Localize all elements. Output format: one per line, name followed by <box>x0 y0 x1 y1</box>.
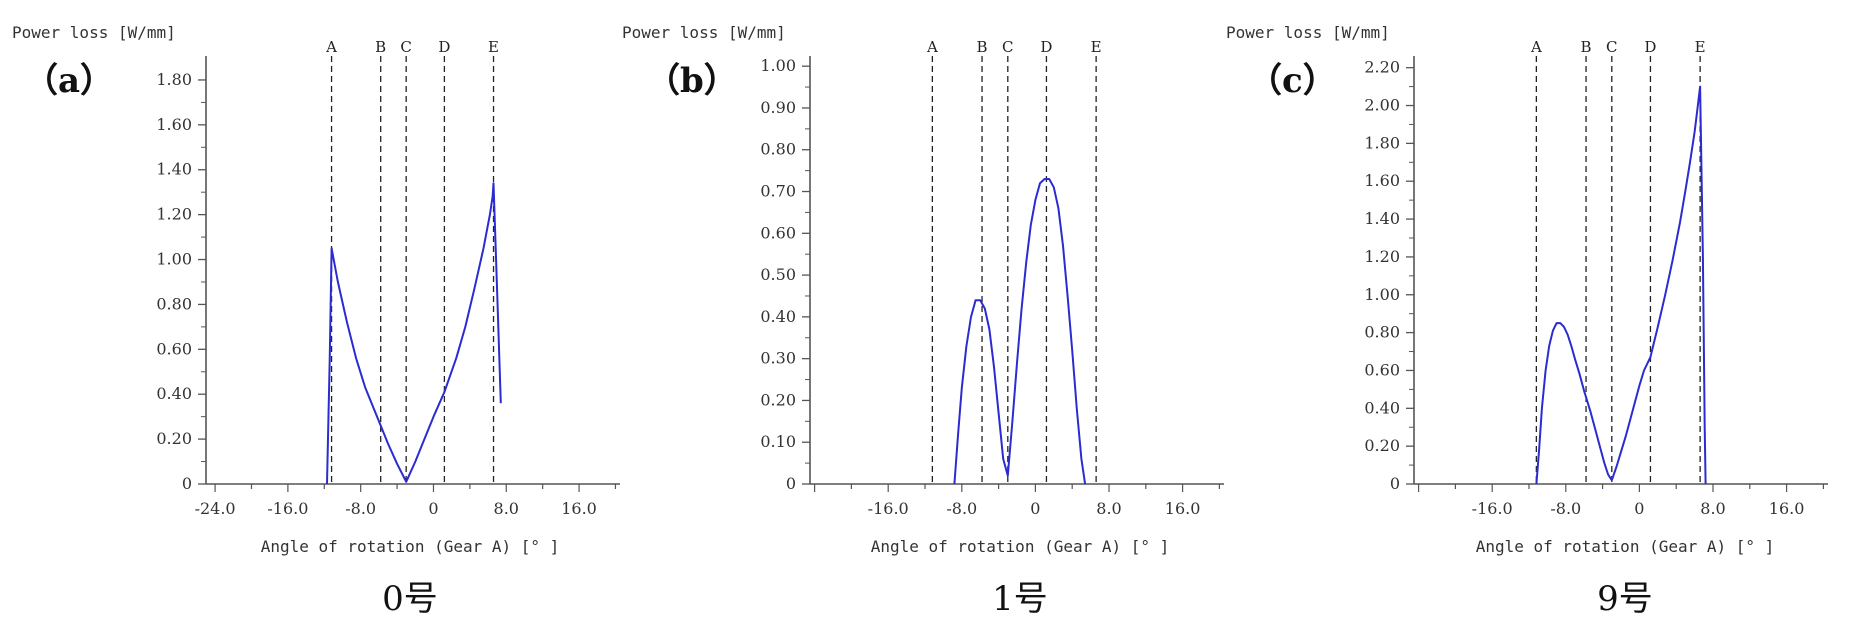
x-tick-label: 16.0 <box>1769 499 1805 518</box>
y-tick-label: 0.40 <box>760 307 796 326</box>
y-tick-label: 2.20 <box>1364 58 1400 77</box>
panel-label: （a） <box>24 61 114 101</box>
plot-area: 0 0.20 0.40 0.60 0.80 1.00 1.20 1.40 1.60 1.80 -24… <box>156 38 620 518</box>
y-tick-label: 1.60 <box>1364 171 1400 190</box>
y-tick-label: 1.60 <box>156 115 192 134</box>
y-tick-label: 1.00 <box>760 56 796 75</box>
chart-panel-a: Power loss [W/mm] （a） Angle of rotation … <box>12 23 620 619</box>
x-tick-label: -8.0 <box>946 499 977 518</box>
x-tick-label: -8.0 <box>345 499 376 518</box>
y-tick-label: 0.30 <box>760 349 796 368</box>
chart-panel-c: Power loss [W/mm] （c） Angle of rotation … <box>1226 23 1828 619</box>
panel-caption: 1号 <box>992 579 1048 619</box>
y-tick-label: 0.40 <box>1364 398 1400 417</box>
reference-line-label: A <box>926 38 938 56</box>
reference-line-label: B <box>977 38 988 56</box>
reference-line-label: E <box>1695 38 1706 56</box>
y-tick-label: 0 <box>1390 474 1400 493</box>
x-tick-label: -16.0 <box>868 499 909 518</box>
reference-line-label: C <box>1606 38 1617 56</box>
x-axis-title: Angle of rotation (Gear A) [° ] <box>871 537 1170 556</box>
y-tick-label: 0.80 <box>760 140 796 159</box>
x-tick-label: -24.0 <box>195 499 236 518</box>
y-tick-label: 0.10 <box>760 432 796 451</box>
x-tick-label: -16.0 <box>267 499 308 518</box>
reference-line-label: C <box>1002 38 1013 56</box>
y-tick-label: 0.40 <box>156 384 192 403</box>
y-axis-title: Power loss [W/mm] <box>1226 23 1390 42</box>
series-line <box>326 182 502 485</box>
x-tick-label: 8.0 <box>1700 499 1725 518</box>
x-tick-label: 8.0 <box>1096 499 1121 518</box>
y-tick-label: 0.50 <box>760 265 796 284</box>
y-tick-label: 0.20 <box>156 429 192 448</box>
x-axis-title: Angle of rotation (Gear A) [° ] <box>261 537 560 556</box>
y-tick-label: 0.90 <box>760 98 796 117</box>
y-tick-label: 0.80 <box>1364 323 1400 342</box>
reference-line-label: E <box>1091 38 1102 56</box>
y-tick-label: 1.40 <box>156 160 192 179</box>
y-tick-label: 0 <box>786 474 796 493</box>
reference-line-label: B <box>375 38 386 56</box>
reference-line-label: D <box>438 38 450 56</box>
y-tick-label: 1.00 <box>1364 285 1400 304</box>
x-tick-label: 16.0 <box>561 499 597 518</box>
series-line <box>953 178 1087 485</box>
panel-caption: 0号 <box>382 579 438 619</box>
x-axis-title: Angle of rotation (Gear A) [° ] <box>1476 537 1775 556</box>
y-axis-title: Power loss [W/mm] <box>12 23 176 42</box>
reference-line-label: C <box>400 38 411 56</box>
y-tick-label: 0.60 <box>1364 360 1400 379</box>
x-tick-label: -16.0 <box>1472 499 1513 518</box>
x-tick-label: -8.0 <box>1550 499 1581 518</box>
y-axis-title: Power loss [W/mm] <box>622 23 786 42</box>
plot-area: 0 0.10 0.20 0.30 0.40 0.50 0.60 0.70 0.80 0.90 1.0… <box>760 38 1224 518</box>
y-tick-label: 1.40 <box>1364 209 1400 228</box>
chart-panel-b: Power loss [W/mm] （b） Angle of rotation … <box>622 23 1224 619</box>
x-tick-label: 0 <box>428 499 438 518</box>
panel-label: （c） <box>1248 61 1337 101</box>
y-tick-label: 1.00 <box>156 250 192 269</box>
y-tick-label: 1.80 <box>1364 133 1400 152</box>
reference-line-label: B <box>1581 38 1592 56</box>
y-tick-label: 0.60 <box>760 223 796 242</box>
series-line <box>1535 85 1707 485</box>
y-tick-label: 0.70 <box>760 182 796 201</box>
reference-line-label: D <box>1040 38 1052 56</box>
x-tick-label: 16.0 <box>1165 499 1201 518</box>
reference-line-label: D <box>1644 38 1656 56</box>
y-tick-label: 1.80 <box>156 70 192 89</box>
x-tick-label: 8.0 <box>494 499 519 518</box>
y-tick-label: 0 <box>182 474 192 493</box>
y-tick-label: 2.00 <box>1364 96 1400 115</box>
y-tick-label: 1.20 <box>1364 247 1400 266</box>
reference-line-label: A <box>1530 38 1542 56</box>
x-tick-label: 0 <box>1030 499 1040 518</box>
y-tick-label: 1.20 <box>156 205 192 224</box>
y-tick-label: 0.20 <box>1364 436 1400 455</box>
plot-area: 0 0.20 0.40 0.60 0.80 1.00 1.20 1.40 1.60 1.80 2.0… <box>1364 38 1828 518</box>
y-tick-label: 0.20 <box>760 390 796 409</box>
reference-line-label: A <box>325 38 337 56</box>
x-tick-label: 0 <box>1634 499 1644 518</box>
reference-line-label: E <box>488 38 499 56</box>
y-tick-label: 0.80 <box>156 294 192 313</box>
panel-label: （b） <box>646 61 738 101</box>
y-tick-label: 0.60 <box>156 339 192 358</box>
panel-caption: 9号 <box>1597 579 1653 619</box>
